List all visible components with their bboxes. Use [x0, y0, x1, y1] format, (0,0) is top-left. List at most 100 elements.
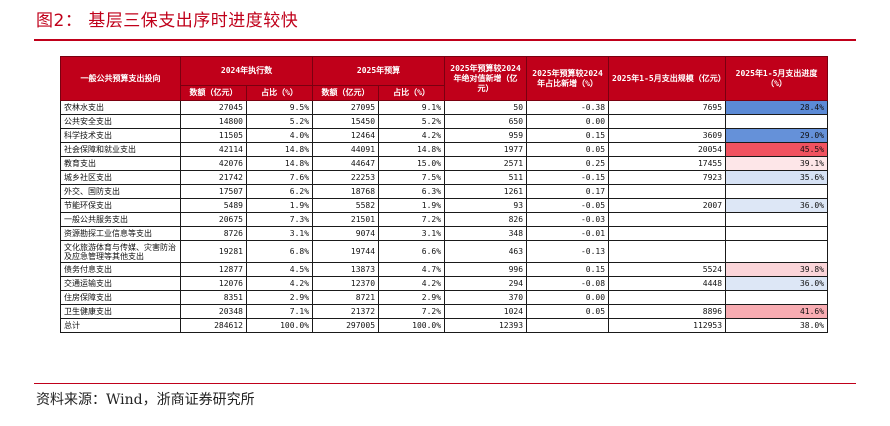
table-row: 外交、国防支出 17507 6.2% 18768 6.3% 1261 0.17 — [60, 184, 829, 199]
share-2025-cell: 1.9% — [378, 198, 446, 213]
amount-2025-cell: 8721 — [312, 290, 380, 305]
share-change-cell: 0.00 — [526, 114, 610, 129]
share-2024-cell: 14.8% — [245, 156, 314, 171]
amount-2024-cell: 12076 — [180, 276, 247, 291]
jan-may-progress-cell: 38.0% — [725, 318, 829, 333]
jan-may-progress-cell: 29.0% — [725, 128, 829, 143]
amount-2025-cell: 15450 — [312, 114, 380, 129]
header-amount-2024: 数额（亿元） — [180, 85, 247, 101]
share-2024-cell: 6.8% — [245, 240, 314, 263]
amount-2024-cell: 5489 — [180, 198, 247, 213]
amount-2024-cell: 8351 — [180, 290, 247, 305]
figure-title: 图2： 基层三保支出序时进度较快 — [36, 11, 299, 31]
share-2024-cell: 2.9% — [245, 290, 314, 305]
footer-rule — [34, 383, 856, 384]
abs-change-cell: 2571 — [444, 156, 528, 171]
jan-may-scale-cell: 2007 — [608, 198, 727, 213]
row-name-cell: 外交、国防支出 — [60, 184, 181, 199]
share-2024-cell: 7.6% — [245, 170, 314, 185]
header-category: 一般公共预算支出投向 — [60, 56, 181, 101]
row-name-cell: 教育支出 — [60, 156, 181, 171]
amount-2024-cell: 20675 — [180, 212, 247, 227]
share-change-cell: -0.15 — [526, 170, 610, 185]
amount-2025-cell: 12370 — [312, 276, 380, 291]
share-2025-cell: 9.1% — [378, 100, 446, 115]
header-abs-change: 2025年预算较2024年绝对值新增（亿元） — [444, 56, 528, 101]
share-2024-cell: 4.5% — [245, 262, 314, 277]
jan-may-progress-cell: 36.0% — [725, 198, 829, 213]
row-name-cell: 社会保障和就业支出 — [60, 142, 181, 157]
share-2024-cell: 1.9% — [245, 198, 314, 213]
amount-2024-cell: 21742 — [180, 170, 247, 185]
jan-may-progress-cell — [725, 212, 829, 227]
amount-2025-cell: 27095 — [312, 100, 380, 115]
table-row: 交通运输支出 12076 4.2% 12370 4.2% 294 -0.08 4448 36.0… — [60, 276, 829, 291]
row-name-cell: 住房保障支出 — [60, 290, 181, 305]
table-row: 节能环保支出 5489 1.9% 5582 1.9% 93 -0.05 2007 36.0% — [60, 198, 829, 213]
jan-may-scale-cell: 4448 — [608, 276, 727, 291]
abs-change-cell: 294 — [444, 276, 528, 291]
jan-may-scale-cell: 112953 — [608, 318, 727, 333]
table-row: 科学技术支出 11505 4.0% 12464 4.2% 959 0.15 3609 29.0% — [60, 128, 829, 143]
table-row: 城乡社区支出 21742 7.6% 22253 7.5% 511 -0.15 7923 35.6… — [60, 170, 829, 185]
jan-may-scale-cell: 8896 — [608, 304, 727, 319]
amount-2024-cell: 42114 — [180, 142, 247, 157]
jan-may-progress-cell: 39.8% — [725, 262, 829, 277]
share-change-cell: 0.00 — [526, 290, 610, 305]
amount-2025-cell: 22253 — [312, 170, 380, 185]
row-name-cell: 资源勘探工业信息等支出 — [60, 226, 181, 241]
share-2024-cell: 6.2% — [245, 184, 314, 199]
header-share-2024: 占比（%） — [245, 85, 314, 101]
share-2025-cell: 4.2% — [378, 128, 446, 143]
amount-2024-cell: 14800 — [180, 114, 247, 129]
row-name-cell: 债务付息支出 — [60, 262, 181, 277]
share-change-cell: 0.05 — [526, 304, 610, 319]
table-row: 公共安全支出 14800 5.2% 15450 5.2% 650 0.00 — [60, 114, 829, 129]
amount-2024-cell: 17507 — [180, 184, 247, 199]
header-jan-may-progress: 2025年1-5月支出进度（%） — [725, 56, 829, 101]
jan-may-progress-cell — [725, 184, 829, 199]
amount-2024-cell: 12877 — [180, 262, 247, 277]
share-change-cell: -0.01 — [526, 226, 610, 241]
table-row: 卫生健康支出 20348 7.1% 21372 7.2% 1024 0.05 8896 41.6… — [60, 304, 829, 319]
table-row: 债务付息支出 12877 4.5% 13873 4.7% 996 0.15 5524 39.8% — [60, 262, 829, 277]
table-row: 教育支出 42076 14.8% 44647 15.0% 2571 0.25 17455 39.… — [60, 156, 829, 171]
header-jan-may-scale: 2025年1-5月支出规模（亿元） — [608, 56, 727, 101]
jan-may-scale-cell: 7695 — [608, 100, 727, 115]
amount-2025-cell: 297005 — [312, 318, 380, 333]
amount-2025-cell: 44091 — [312, 142, 380, 157]
share-2025-cell: 5.2% — [378, 114, 446, 129]
abs-change-cell: 959 — [444, 128, 528, 143]
abs-change-cell: 826 — [444, 212, 528, 227]
share-2024-cell: 4.0% — [245, 128, 314, 143]
abs-change-cell: 370 — [444, 290, 528, 305]
share-2024-cell: 4.2% — [245, 276, 314, 291]
amount-2025-cell: 19744 — [312, 240, 380, 263]
jan-may-progress-cell: 35.6% — [725, 170, 829, 185]
jan-may-progress-cell: 41.6% — [725, 304, 829, 319]
share-2025-cell: 7.5% — [378, 170, 446, 185]
row-name-cell: 文化旅游体育与传媒、灾害防治及应急管理等其他支出 — [60, 240, 181, 263]
share-2024-cell: 7.1% — [245, 304, 314, 319]
amount-2024-cell: 42076 — [180, 156, 247, 171]
abs-change-cell: 511 — [444, 170, 528, 185]
jan-may-progress-cell: 39.1% — [725, 156, 829, 171]
amount-2025-cell: 18768 — [312, 184, 380, 199]
row-name-cell: 科学技术支出 — [60, 128, 181, 143]
share-2024-cell: 3.1% — [245, 226, 314, 241]
table-row: 文化旅游体育与传媒、灾害防治及应急管理等其他支出 19281 6.8% 19744 6.… — [60, 240, 829, 263]
share-change-cell: 0.25 — [526, 156, 610, 171]
abs-change-cell: 12393 — [444, 318, 528, 333]
table-row: 总计 284612 100.0% 297005 100.0% 12393 112953 38.… — [60, 318, 829, 333]
jan-may-scale-cell — [608, 240, 727, 263]
share-change-cell: 0.05 — [526, 142, 610, 157]
header-amount-2025: 数额（亿元） — [312, 85, 380, 101]
row-name-cell: 总计 — [60, 318, 181, 333]
jan-may-progress-cell — [725, 226, 829, 241]
share-change-cell: -0.08 — [526, 276, 610, 291]
row-name-cell: 一般公共服务支出 — [60, 212, 181, 227]
jan-may-scale-cell — [608, 226, 727, 241]
share-change-cell: -0.05 — [526, 198, 610, 213]
table-row: 社会保障和就业支出 42114 14.8% 44091 14.8% 1977 0.05 200… — [60, 142, 829, 157]
header-share-change: 2025年预算较2024年占比新增（%） — [526, 56, 610, 101]
